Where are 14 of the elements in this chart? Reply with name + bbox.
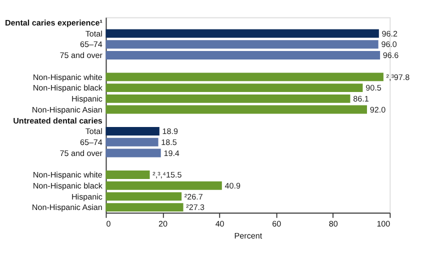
bar (106, 203, 184, 212)
bar (106, 72, 384, 82)
bar (106, 127, 160, 136)
bar (106, 105, 367, 114)
bar (106, 84, 363, 92)
bar (106, 181, 222, 190)
bar (106, 50, 380, 60)
bar (106, 94, 350, 103)
bar (106, 148, 161, 158)
bar (106, 138, 158, 146)
bar (106, 29, 379, 38)
bar (106, 170, 150, 179)
bar (106, 40, 378, 49)
bar (106, 192, 182, 201)
